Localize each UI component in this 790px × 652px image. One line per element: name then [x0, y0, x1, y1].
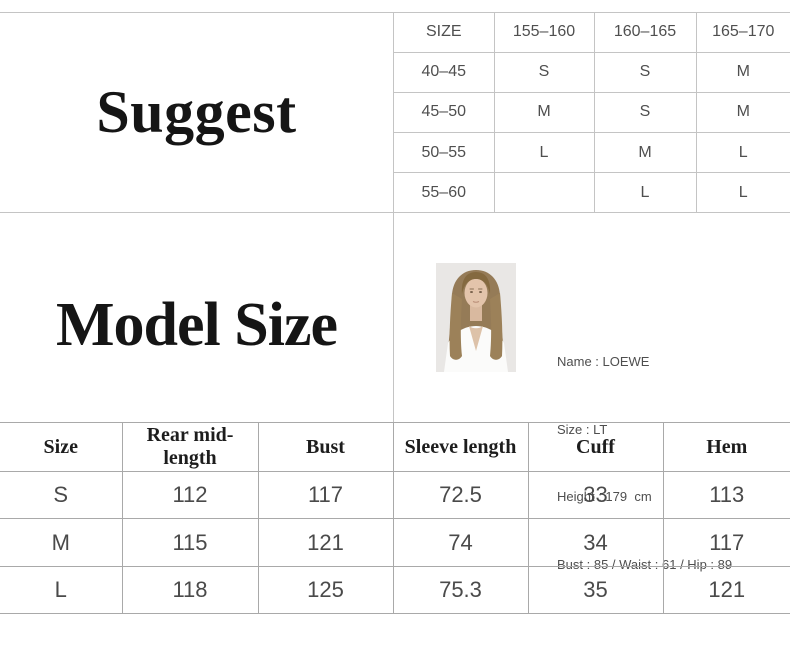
cell: 125	[257, 565, 394, 614]
suggest-row-40-45: 40–45 S S M	[393, 51, 790, 93]
cell: 115	[121, 518, 259, 567]
cell: S	[493, 51, 595, 93]
header-cell-160-165: 160–165	[593, 12, 697, 53]
cell: 117	[257, 470, 394, 520]
cell	[493, 172, 595, 213]
suggest-size-table: SIZE 155–160 160–165 165–170 40–45 S S M…	[393, 12, 790, 213]
measurement-row-m: M 115 121 74 34 117	[0, 518, 790, 567]
model-illustration	[444, 270, 508, 372]
measurement-table: Size Rear mid-length Bust Sleeve length …	[0, 422, 790, 614]
cell: L	[593, 172, 697, 213]
cell: 75.3	[392, 565, 529, 614]
cell: 74	[392, 518, 529, 567]
cell: 118	[121, 565, 259, 614]
header-cell-size: Size	[0, 422, 123, 472]
measurement-row-s: S 112 117 72.5 33 113	[0, 470, 790, 520]
measurement-section: Size Rear mid-length Bust Sleeve length …	[0, 422, 790, 614]
model-info-name: Name : LOEWE	[557, 354, 650, 369]
header-cell-165-170: 165–170	[695, 12, 790, 53]
vertical-divider	[393, 12, 394, 613]
header-cell-sleeve-length: Sleeve length	[392, 422, 529, 472]
row-label: 45–50	[393, 91, 495, 134]
header-cell-size: SIZE	[393, 12, 495, 53]
cell: 121	[662, 565, 790, 614]
row-label: 55–60	[393, 172, 495, 213]
cell: M	[493, 91, 595, 134]
cell: L	[493, 132, 595, 174]
row-label: M	[0, 518, 123, 567]
cell: S	[593, 91, 697, 134]
cell: 33	[527, 470, 664, 520]
cell: 117	[662, 518, 790, 567]
row-label: L	[0, 565, 123, 614]
suggest-row-45-50: 45–50 M S M	[393, 91, 790, 134]
header-cell-rear-mid-length: Rear mid-length	[121, 422, 259, 472]
cell: S	[593, 51, 697, 93]
header-cell-hem: Hem	[662, 422, 790, 472]
cell: L	[695, 172, 790, 213]
measurement-row-l: L 118 125 75.3 35 121	[0, 565, 790, 614]
cell: L	[695, 132, 790, 174]
cell: 35	[527, 565, 664, 614]
cell: 72.5	[392, 470, 529, 520]
row-label: 40–45	[393, 51, 495, 93]
suggest-title: Suggest	[96, 79, 297, 145]
suggest-title-box: Suggest	[0, 12, 393, 213]
cell: 34	[527, 518, 664, 567]
row-label: 50–55	[393, 132, 495, 174]
header-cell-bust: Bust	[257, 422, 394, 472]
cell: M	[593, 132, 697, 174]
suggest-row-50-55: 50–55 L M L	[393, 132, 790, 174]
suggest-row-55-60: 55–60 L L	[393, 172, 790, 213]
suggest-header-row: SIZE 155–160 160–165 165–170	[393, 12, 790, 53]
header-cell-155-160: 155–160	[493, 12, 595, 53]
header-cell-cuff: Cuff	[527, 422, 664, 472]
cell: M	[695, 51, 790, 93]
suggest-table-wrap: SIZE 155–160 160–165 165–170 40–45 S S M…	[393, 12, 790, 213]
cell: 112	[121, 470, 259, 520]
cell: M	[695, 91, 790, 134]
measurement-header-row: Size Rear mid-length Bust Sleeve length …	[0, 422, 790, 472]
model-photo	[436, 263, 516, 372]
model-size-title: Model Size	[56, 291, 338, 359]
cell: 121	[257, 518, 394, 567]
row-label: S	[0, 470, 123, 520]
cell: 113	[662, 470, 790, 520]
model-title-box: Model Size	[0, 213, 393, 422]
